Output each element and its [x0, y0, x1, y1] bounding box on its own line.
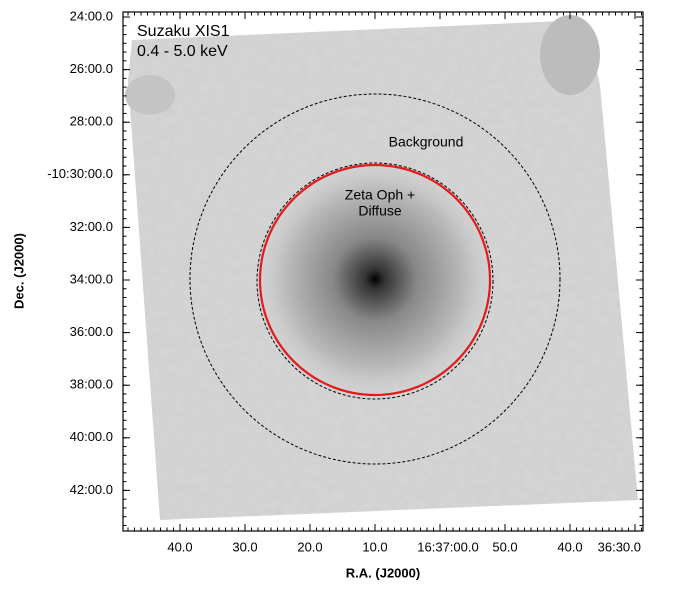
source-region: [256, 162, 494, 400]
y-axis-label: Dec. (J2000): [11, 233, 26, 309]
y-tick-label: 24:00.0: [70, 8, 113, 23]
xray-image: [125, 15, 638, 520]
source-circle: [258, 163, 492, 397]
y-tick-label: 28:00.0: [70, 114, 113, 129]
x-tick-label: 30.0: [232, 539, 257, 554]
y-tick-label: 38:00.0: [70, 377, 113, 392]
background-region: [189, 93, 561, 465]
x-tick-label: 16:37:00.0: [417, 539, 478, 554]
legend-line: Suzaku XIS1: [137, 23, 230, 40]
y-tick-label: 26:00.0: [70, 61, 113, 76]
annotation: Diffuse: [358, 203, 402, 219]
x-tick-label: 40.0: [167, 539, 192, 554]
y-tick-label: 32:00.0: [70, 219, 113, 234]
annotation: Background: [389, 134, 464, 150]
y-tick-label: -10:30:00.0: [47, 166, 113, 181]
y-tick-label: 42:00.0: [70, 482, 113, 497]
y-tick-label: 34:00.0: [70, 271, 113, 286]
y-tick-label: 40:00.0: [70, 429, 113, 444]
x-axis-label: R.A. (J2000): [346, 565, 420, 580]
y-tick-label: 36:00.0: [70, 324, 113, 339]
annotation: Zeta Oph +: [345, 187, 415, 203]
legend-line: 0.4 - 5.0 keV: [137, 43, 228, 60]
x-tick-label: 40.0: [557, 539, 582, 554]
x-tick-label: 36:30.0: [598, 539, 641, 554]
x-tick-label: 50.0: [492, 539, 517, 554]
x-tick-label: 20.0: [297, 539, 322, 554]
x-tick-label: 10.0: [362, 539, 387, 554]
